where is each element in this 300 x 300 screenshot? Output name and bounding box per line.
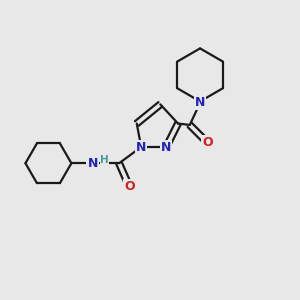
Text: N: N xyxy=(195,96,205,110)
Text: H: H xyxy=(100,155,109,165)
Text: N: N xyxy=(161,141,171,154)
Text: N: N xyxy=(87,157,98,170)
Text: O: O xyxy=(202,136,213,149)
Text: N: N xyxy=(136,141,146,154)
Text: O: O xyxy=(124,180,135,193)
